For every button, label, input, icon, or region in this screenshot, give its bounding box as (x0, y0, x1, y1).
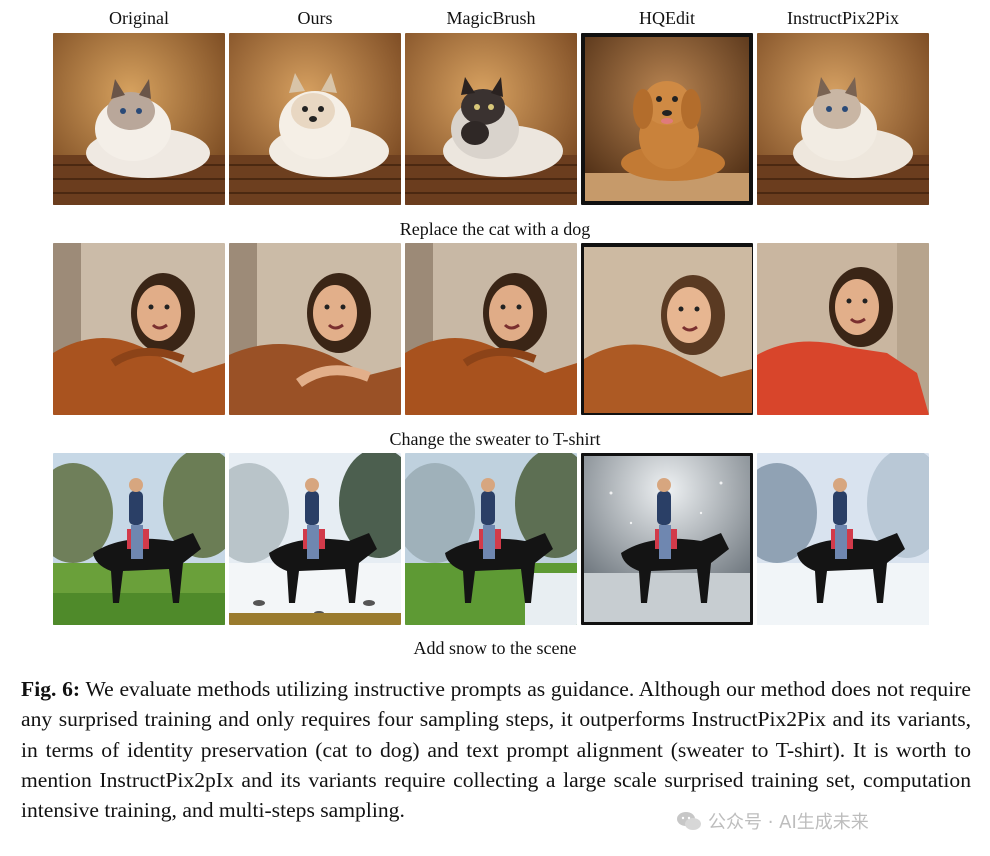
watermark: 公众号 · AI生成未来 (676, 806, 869, 836)
image-row1-hqedit (581, 33, 753, 205)
image-row1-magicbrush (405, 33, 577, 205)
caption-text: We evaluate methods utilizing instructiv… (21, 677, 971, 823)
image-row2-magicbrush (405, 243, 577, 415)
column-header-instructpix2pix: InstructPix2Pix (786, 8, 899, 28)
figure-caption: Fig. 6: We evaluate methods utilizing in… (21, 674, 971, 825)
image-row1-instructpix2pix (757, 33, 929, 205)
image-row2-hqedit (581, 243, 753, 415)
image-row3-ours (229, 453, 401, 625)
column-header-hqedit: HQEdit (639, 8, 695, 28)
image-row3-original (53, 453, 225, 625)
image-row1-original (53, 33, 225, 205)
image-row3-hqedit (581, 453, 753, 625)
wechat-icon (677, 812, 701, 830)
watermark-text: 公众号 · AI生成未来 (708, 812, 869, 833)
column-header-original: Original (109, 8, 169, 28)
image-row2-instructpix2pix (757, 243, 929, 415)
image-row3-magicbrush (405, 453, 577, 625)
row3-prompt: Add snow to the scene (413, 638, 577, 658)
row1-prompt: Replace the cat with a dog (399, 219, 591, 239)
image-row1-ours (229, 33, 401, 205)
image-row2-ours (229, 243, 401, 415)
image-row3-instructpix2pix (757, 453, 929, 625)
row2-prompt: Change the sweater to T-shirt (389, 429, 601, 449)
column-header-magicbrush: MagicBrush (446, 8, 536, 28)
image-row2-original (53, 243, 225, 415)
caption-label: Fig. 6: (21, 677, 81, 701)
column-header-ours: Ours (297, 8, 333, 28)
